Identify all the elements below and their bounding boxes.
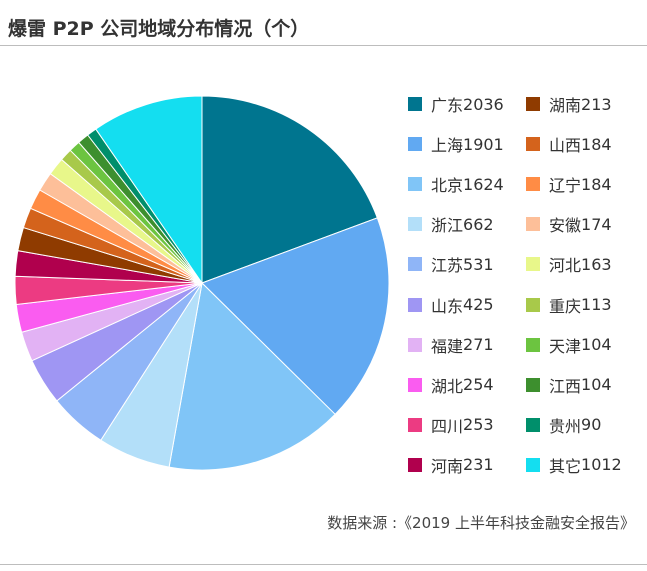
- legend-swatch: [526, 217, 540, 232]
- legend-item: 四川 253: [408, 415, 494, 436]
- legend-value: 271: [463, 335, 494, 355]
- legend-item: 浙江 662: [408, 214, 494, 236]
- legend-value: 184: [581, 134, 612, 154]
- legend-value: 425: [463, 295, 494, 314]
- legend-swatch: [408, 297, 422, 312]
- legend-swatch: [526, 137, 540, 152]
- legend-item: 安徽 174: [526, 214, 612, 236]
- legend-item: 湖南 213: [526, 94, 612, 115]
- legend-item: 山东 425: [408, 295, 494, 316]
- legend-swatch: [408, 377, 422, 392]
- pie-slice: [95, 95, 203, 285]
- legend-value: 163: [581, 254, 612, 274]
- legend-label: 湖北: [431, 376, 464, 396]
- legend-item: 江西 104: [526, 375, 612, 396]
- legend-item: 贵州 90: [526, 415, 602, 436]
- legend-swatch: [526, 177, 540, 192]
- legend-value: 174: [581, 214, 612, 234]
- legend-item: 湖北 254: [408, 375, 494, 396]
- legend-label: 山西: [549, 136, 582, 156]
- source-note: 数据来源 :《2019 上半年科技金融安全报告》: [327, 514, 635, 532]
- legend-value: 1012: [581, 455, 622, 475]
- legend-label: 四川: [431, 416, 464, 436]
- legend-label: 江西: [549, 376, 582, 396]
- legend-item: 天津 104: [526, 335, 612, 356]
- legend-item: 河北 163: [526, 254, 612, 276]
- legend-swatch: [408, 217, 422, 232]
- legend-item: 江苏 531: [408, 254, 494, 276]
- legend-value: 104: [581, 375, 612, 395]
- legend-swatch: [408, 417, 422, 432]
- legend-item: 上海 1901: [408, 134, 504, 156]
- legend-label: 天津: [549, 336, 582, 356]
- legend-label: 贵州: [549, 416, 582, 436]
- legend-swatch: [408, 337, 422, 352]
- legend-label: 广东: [431, 96, 464, 115]
- legend-swatch: [526, 417, 540, 432]
- legend-value: 90: [581, 415, 602, 435]
- legend-item: 辽宁 184: [526, 174, 612, 196]
- legend-label: 福建: [431, 336, 464, 356]
- legend-value: 2036: [463, 94, 504, 114]
- legend-item: 河南 231: [408, 455, 494, 476]
- legend-label: 其它: [549, 456, 582, 476]
- legend-label: 重庆: [549, 296, 582, 316]
- legend-swatch: [408, 97, 422, 111]
- legend-label: 山东: [431, 296, 464, 316]
- legend-value: 662: [463, 214, 494, 234]
- legend-swatch: [408, 257, 422, 272]
- legend-swatch: [526, 377, 540, 392]
- legend-value: 253: [463, 415, 494, 435]
- legend-value: 184: [581, 174, 612, 194]
- legend-swatch: [526, 457, 540, 472]
- legend-item: 广东 2036: [408, 94, 504, 115]
- pie-slice: [168, 281, 336, 471]
- legend-swatch: [526, 97, 540, 111]
- legend-item: 福建 271: [408, 335, 494, 356]
- legend-item: 其它 1012: [526, 455, 622, 476]
- legend-value: 213: [581, 94, 612, 114]
- legend-swatch: [526, 297, 540, 312]
- legend-item: 北京 1624: [408, 174, 504, 196]
- legend-label: 北京: [431, 176, 464, 196]
- legend-item: 山西 184: [526, 134, 612, 156]
- legend-value: 1901: [463, 134, 504, 154]
- bottom-divider: [0, 564, 647, 565]
- legend-swatch: [408, 457, 422, 472]
- legend-swatch: [526, 257, 540, 272]
- legend-label: 河北: [549, 256, 582, 276]
- pie-slice: [201, 95, 378, 284]
- legend-value: 1624: [463, 174, 504, 194]
- legend-swatch: [526, 337, 540, 352]
- pie-slice: [201, 217, 390, 416]
- legend-label: 辽宁: [549, 176, 582, 196]
- legend-value: 254: [463, 375, 494, 395]
- legend-value: 531: [463, 254, 494, 274]
- legend-label: 上海: [431, 136, 464, 156]
- legend-value: 231: [463, 455, 494, 475]
- legend-swatch: [408, 137, 422, 152]
- legend-value: 104: [581, 335, 612, 355]
- legend-label: 安徽: [549, 216, 582, 236]
- legend-item: 重庆 113: [526, 295, 612, 316]
- legend-label: 河南: [431, 456, 464, 476]
- legend-swatch: [408, 177, 422, 192]
- legend-label: 湖南: [549, 96, 582, 115]
- legend-label: 江苏: [431, 256, 464, 276]
- legend-label: 浙江: [431, 216, 464, 236]
- top-divider: [0, 45, 647, 46]
- legend-value: 113: [581, 295, 612, 314]
- chart-title: 爆雷 P2P 公司地域分布情况（个）: [8, 18, 310, 40]
